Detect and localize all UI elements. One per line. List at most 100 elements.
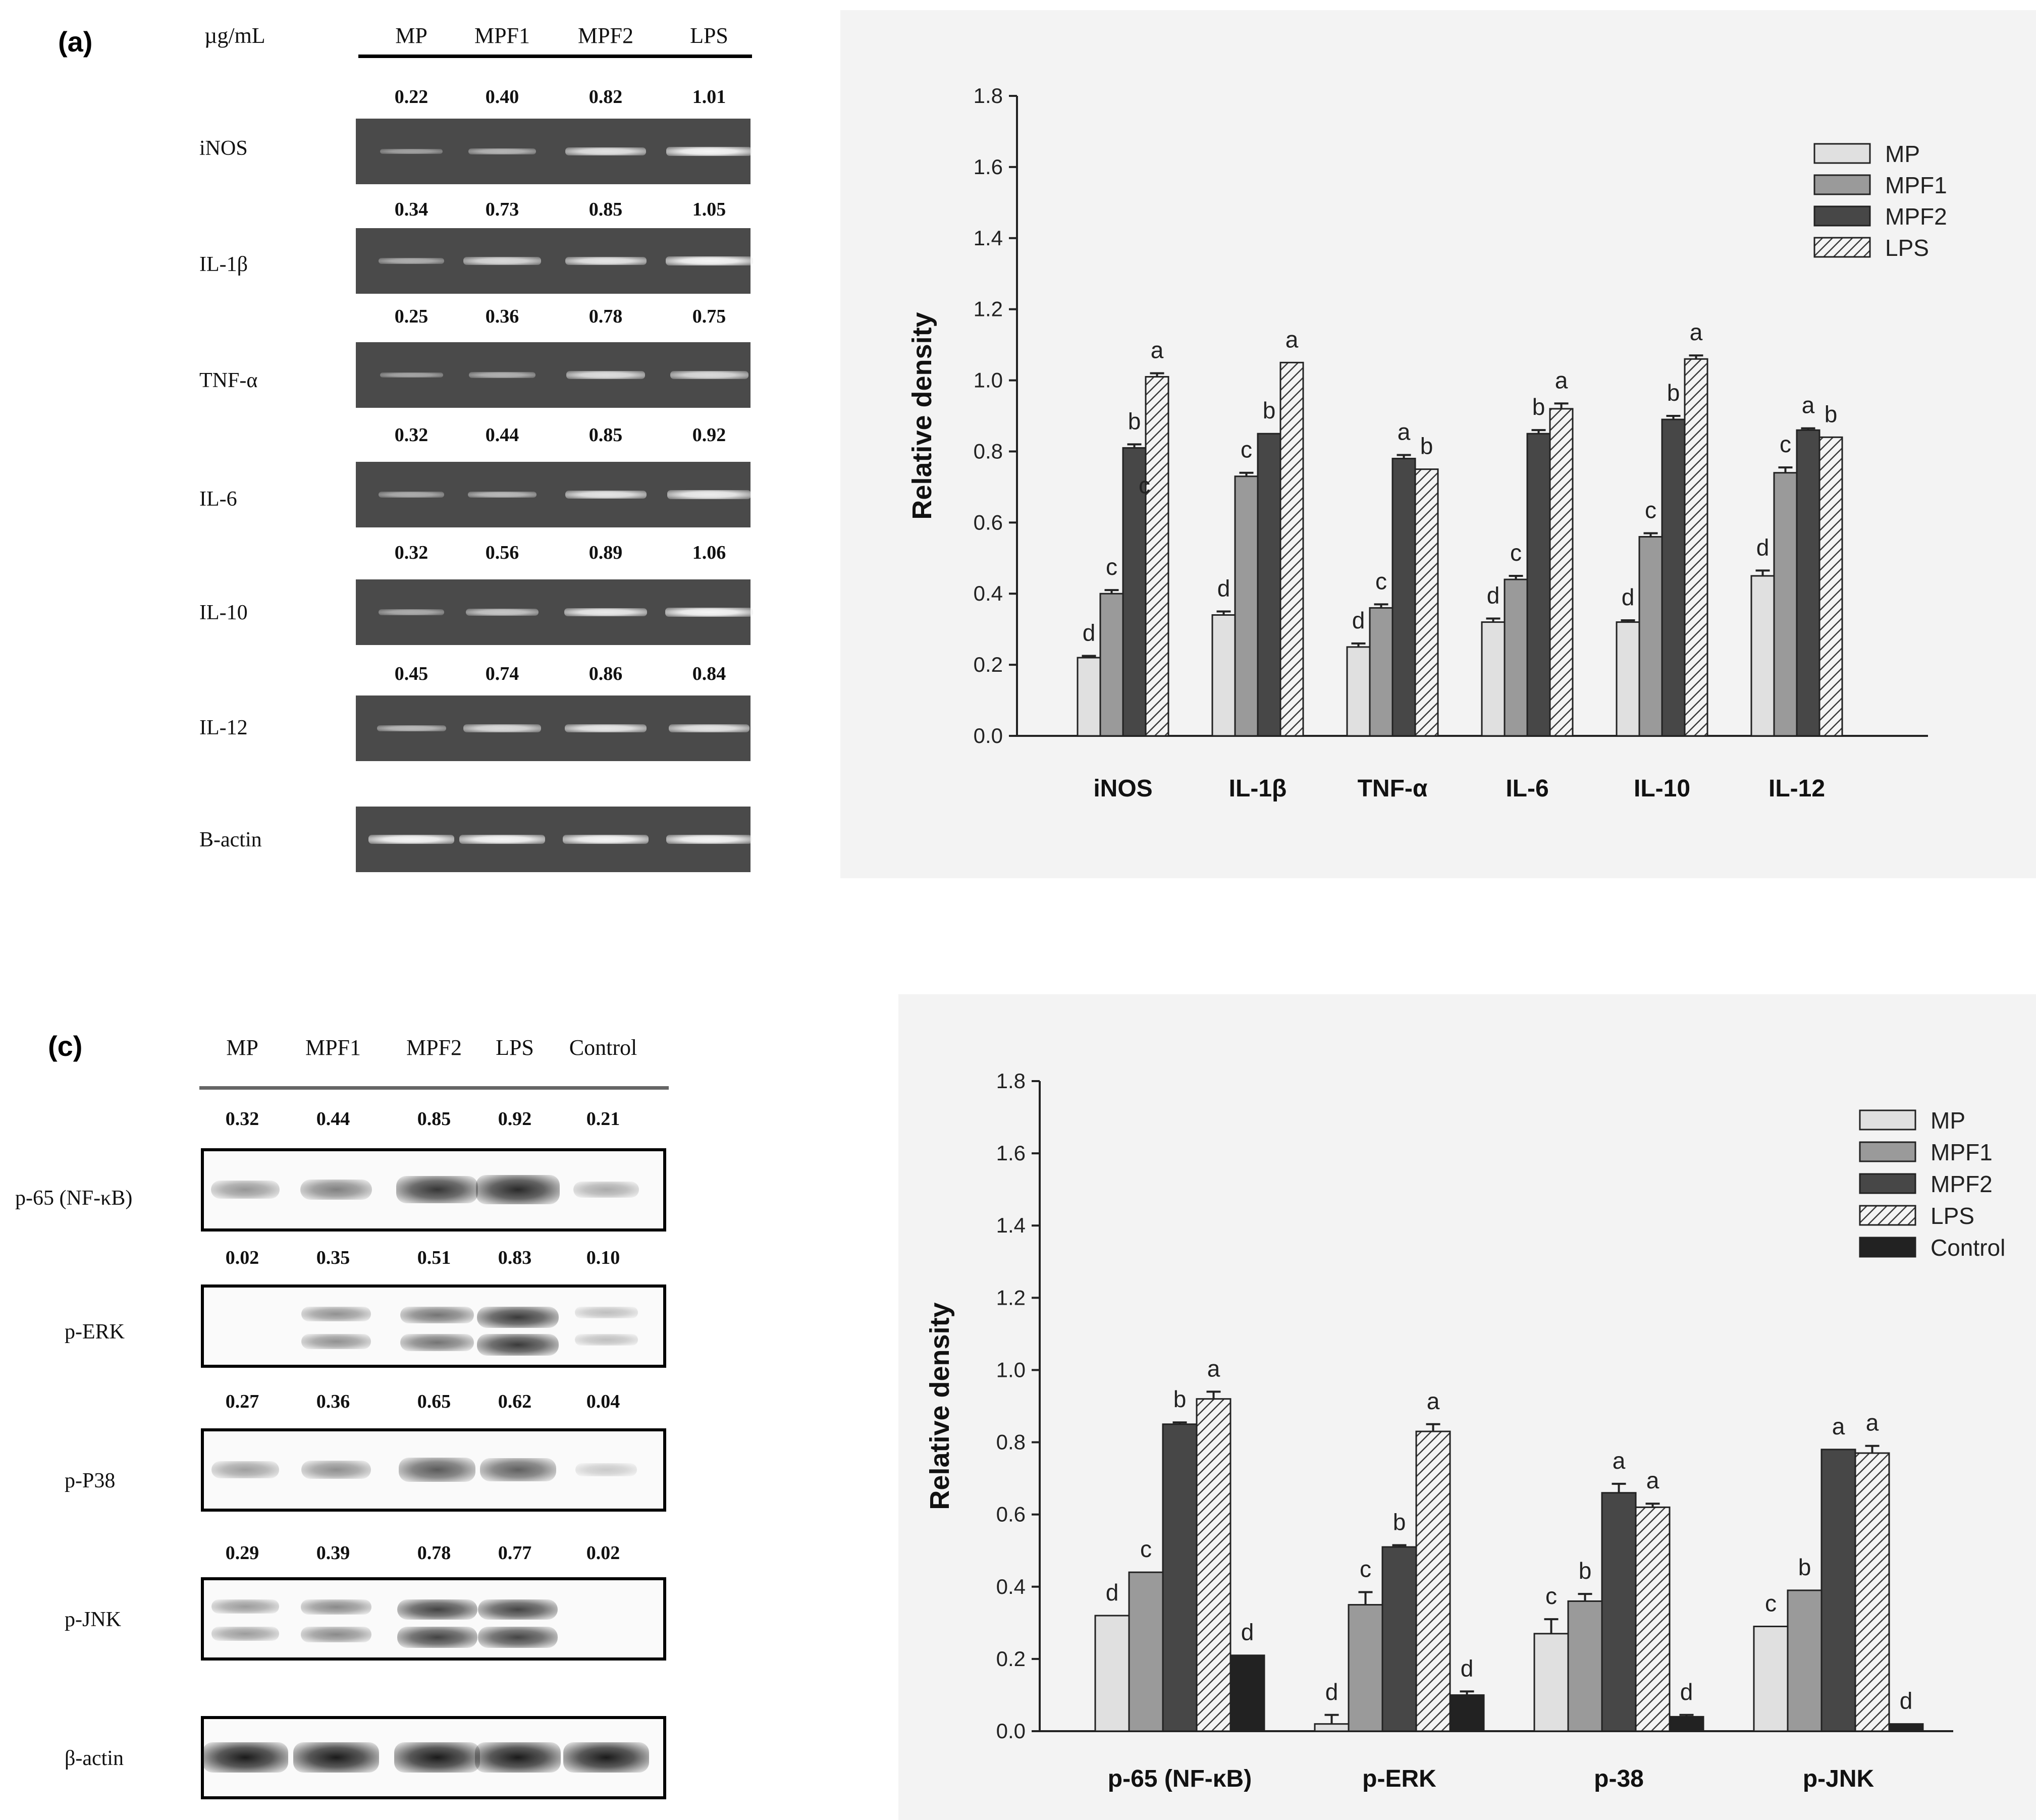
bar <box>1279 361 1304 737</box>
legend-label: MP <box>1931 1107 1965 1134</box>
blot-lane-header: MPF1 <box>305 1035 361 1060</box>
blot-band <box>396 1175 478 1204</box>
significance-letter: c <box>1545 1583 1557 1609</box>
significance-letter: a <box>1832 1413 1845 1439</box>
bar <box>1369 607 1394 737</box>
blot-band <box>573 1182 639 1198</box>
significance-letter: b <box>1263 397 1276 423</box>
blot-band-value: 0.02 <box>225 1247 259 1268</box>
gel-lane-strip <box>356 695 751 761</box>
blot-band <box>477 1334 559 1356</box>
gel-lane-header: MP <box>395 23 427 48</box>
significance-letter: c <box>1510 540 1522 566</box>
chart-d: 0.0 0.2 0.4 0.6 0.8 1.0 1.2 1.4 1.6 1.8 Relative d… <box>925 1069 2005 1792</box>
legend-swatch <box>1859 1141 1916 1162</box>
significance-letter: d <box>1106 1579 1119 1605</box>
gel-row-label: IL-12 <box>199 716 248 739</box>
legend-swatch <box>1859 1109 1916 1131</box>
bar <box>1796 429 1820 737</box>
gel-band <box>469 372 535 378</box>
gel-band-value: 0.73 <box>485 199 519 220</box>
legend-label: LPS <box>1931 1203 1974 1229</box>
blot-band <box>301 1334 371 1349</box>
gel-band <box>468 148 536 154</box>
y-tick-label: 1.6 <box>974 155 1003 179</box>
blot-band <box>211 1461 279 1478</box>
blot-band <box>397 1627 477 1648</box>
blot-band <box>301 1307 371 1322</box>
bar <box>1391 458 1416 737</box>
blot-band <box>301 1627 371 1642</box>
significance-letter: a <box>1690 319 1703 345</box>
blot-band-value: 0.77 <box>498 1542 532 1564</box>
gel-band-value: 0.56 <box>485 542 519 563</box>
significance-letter: d <box>1900 1688 1913 1714</box>
blot-band-value: 0.21 <box>586 1108 620 1130</box>
gel-band-value: 0.74 <box>485 663 519 684</box>
gel-band-value: 0.32 <box>394 542 428 563</box>
bar <box>1567 1600 1603 1732</box>
bar <box>1533 1633 1569 1732</box>
bar <box>1348 1604 1383 1732</box>
bar <box>1094 1615 1130 1732</box>
x-tick-label: p-38 <box>1594 1765 1644 1792</box>
bar <box>1684 358 1708 737</box>
blot-band <box>477 1307 559 1328</box>
significance-letter: d <box>1325 1679 1338 1705</box>
blot-band-value: 0.29 <box>225 1542 259 1564</box>
gel-band <box>565 256 647 265</box>
y-tick-label: 1.4 <box>996 1213 1026 1237</box>
significance-letter: b <box>1579 1558 1592 1584</box>
bar <box>1381 1546 1417 1732</box>
bar <box>1346 646 1371 737</box>
gel-band <box>565 147 646 156</box>
x-tick-label: iNOS <box>1093 775 1152 802</box>
significance-letter: b <box>1667 380 1680 406</box>
panel-label-c: (c) <box>48 1030 83 1062</box>
gel-band-value: 0.85 <box>588 199 623 220</box>
significance-letter: b <box>1532 394 1545 420</box>
x-tick-label: p-ERK <box>1362 1765 1436 1792</box>
blot-row-label: p-JNK <box>65 1608 121 1631</box>
significance-letter: d <box>1352 607 1365 633</box>
bar <box>1820 1449 1856 1732</box>
y-tick-label: 0.8 <box>974 439 1003 463</box>
gel-band-value: 1.01 <box>692 86 726 108</box>
blot-band-value: 0.04 <box>586 1391 620 1412</box>
significance-letter: d <box>1241 1619 1254 1645</box>
blot-band <box>575 1463 637 1476</box>
significance-letter: d <box>1622 584 1635 610</box>
bar <box>1211 614 1236 737</box>
gel-lane-strip <box>356 807 752 872</box>
gel-band <box>379 609 444 615</box>
gel-band-value: 0.45 <box>394 663 428 684</box>
blot-band-value: 0.35 <box>316 1247 350 1268</box>
y-tick-label: 0.4 <box>996 1575 1026 1598</box>
gel-band <box>665 607 753 617</box>
significance-letter: d <box>1461 1655 1474 1681</box>
blot-band-value: 0.83 <box>498 1247 532 1268</box>
significance-letter: d <box>1217 575 1230 601</box>
gel-band-value: 0.40 <box>485 86 519 108</box>
significance-letter: c <box>1106 554 1117 580</box>
blot-band-value: 0.32 <box>225 1108 259 1130</box>
blot-row-label: β-actin <box>65 1747 124 1770</box>
bar <box>1449 1694 1485 1732</box>
significance-letter: d <box>1487 582 1500 609</box>
gel-lane-strip <box>356 228 753 294</box>
gel-band <box>378 258 445 264</box>
gel-band-value: 1.05 <box>692 199 726 220</box>
gel-band <box>467 491 537 498</box>
y-tick-label: 1.0 <box>996 1358 1026 1381</box>
gel-band-value: 0.89 <box>588 542 623 563</box>
significance-letter: c <box>1765 1590 1777 1616</box>
gel-band <box>667 490 751 499</box>
bar <box>1145 376 1169 737</box>
x-tick-label: p-65 (NF-κB) <box>1108 1765 1252 1792</box>
y-tick-label: 0.6 <box>974 510 1003 534</box>
gel-band-value: 0.75 <box>692 306 726 327</box>
blot-band <box>211 1627 280 1641</box>
gel-row-label: TNF-α <box>199 369 258 392</box>
legend-swatch <box>1859 1173 1916 1194</box>
gel-band-value: 0.78 <box>588 306 623 327</box>
